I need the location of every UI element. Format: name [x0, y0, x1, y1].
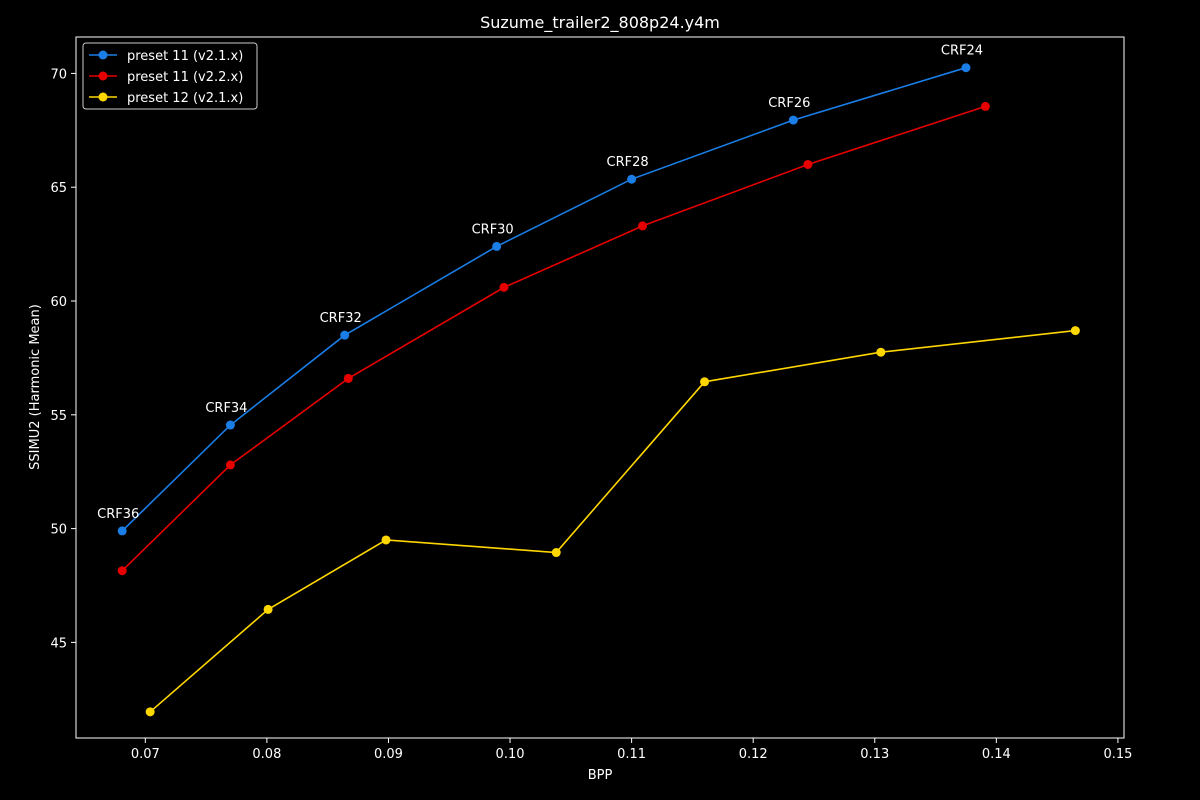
- series-3-point: [551, 548, 561, 558]
- series-3-point: [1070, 326, 1080, 336]
- x-tick-label: 0.10: [496, 747, 525, 762]
- series-2-point: [225, 460, 235, 470]
- series-3-point: [876, 347, 886, 357]
- legend-marker: [98, 71, 108, 81]
- point-annotation: CRF26: [768, 96, 810, 111]
- x-tick-label: 0.11: [617, 747, 646, 762]
- legend-box: [82, 42, 258, 110]
- x-tick-label: 0.08: [252, 747, 281, 762]
- y-tick-label: 60: [50, 295, 67, 310]
- chart-title: Suzume_trailer2_808p24.y4m: [480, 13, 720, 33]
- series-3-point: [145, 707, 155, 717]
- series-3-point: [381, 535, 391, 545]
- series-2-point: [117, 566, 127, 576]
- series-3-point: [700, 377, 710, 387]
- series-2-point: [638, 221, 648, 231]
- series-1-point: [788, 115, 798, 125]
- series-1-point: [340, 330, 350, 340]
- point-annotation: CRF28: [607, 155, 649, 170]
- series-3-point: [263, 604, 273, 614]
- x-axis-label: BPP: [588, 768, 613, 783]
- series-2-point: [803, 159, 813, 169]
- y-tick-label: 70: [50, 67, 67, 82]
- series-1-point: [225, 420, 235, 430]
- series-2-point: [343, 373, 353, 383]
- y-tick-label: 50: [50, 523, 67, 538]
- series-2-point: [499, 282, 509, 292]
- series-1-point: [961, 63, 971, 73]
- legend-entry: preset 11 (v2.1.x): [127, 49, 243, 64]
- y-tick-label: 45: [50, 636, 67, 651]
- y-tick-label: 55: [50, 409, 67, 424]
- point-annotation: CRF32: [320, 311, 362, 326]
- x-tick-label: 0.15: [1103, 747, 1132, 762]
- x-tick-label: 0.09: [374, 747, 403, 762]
- plot-frame: [75, 36, 1125, 739]
- legend-marker: [98, 92, 108, 102]
- point-annotation: CRF24: [941, 44, 983, 59]
- point-annotation: CRF36: [97, 507, 139, 522]
- point-annotation: CRF34: [205, 401, 247, 416]
- legend-marker: [98, 50, 108, 60]
- y-tick-label: 65: [50, 181, 67, 196]
- y-axis-label: SSIMU2 (Harmonic Mean): [28, 304, 43, 470]
- x-tick-label: 0.12: [739, 747, 768, 762]
- legend-entry: preset 11 (v2.2.x): [127, 70, 243, 85]
- legend-entry: preset 12 (v2.1.x): [127, 91, 243, 106]
- x-tick-label: 0.14: [982, 747, 1011, 762]
- point-annotation: CRF30: [472, 222, 514, 237]
- series-2-point: [980, 101, 990, 111]
- series-1-point: [627, 174, 637, 184]
- x-tick-label: 0.13: [860, 747, 889, 762]
- series-1-point: [492, 241, 502, 251]
- x-tick-label: 0.07: [131, 747, 160, 762]
- series-1-point: [117, 526, 127, 536]
